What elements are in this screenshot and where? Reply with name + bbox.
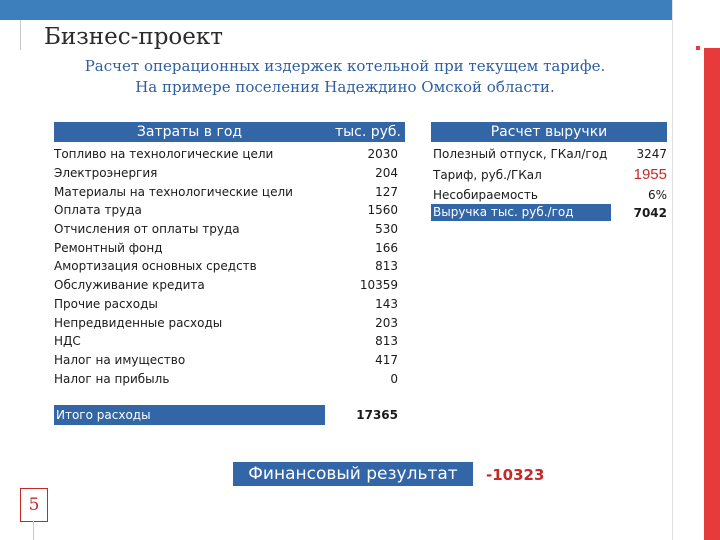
cost-name: Ремонтный фонд xyxy=(54,241,163,255)
page-number: 5 xyxy=(20,488,48,522)
cost-value: 204 xyxy=(375,166,398,180)
cost-row: НДС 813 xyxy=(54,332,404,350)
slide-title: Бизнес-проект xyxy=(44,24,223,50)
cost-value: 2030 xyxy=(367,147,398,161)
cost-value: 10359 xyxy=(359,278,398,292)
right-accent-bar xyxy=(704,48,720,540)
cost-row: Ремонтный фонд 166 xyxy=(54,239,404,257)
cost-name: Оплата труда xyxy=(54,203,142,217)
cost-value: 166 xyxy=(375,241,398,255)
revenue-name: Несобираемость xyxy=(433,188,538,202)
cost-name: Отчисления от оплаты труда xyxy=(54,222,240,236)
revenue-value: 3247 xyxy=(636,147,667,161)
revenue-row: Выручка тыс. руб./год 7042 xyxy=(431,203,667,223)
total-costs-label: Итого расходы xyxy=(54,405,325,425)
cost-value: 813 xyxy=(375,259,398,273)
total-costs-value: 17365 xyxy=(356,408,398,422)
slide-subtitle: Расчет операционных издержек котельной п… xyxy=(20,56,670,98)
tariff-value: 1955 xyxy=(633,166,667,183)
cost-value: 127 xyxy=(375,185,398,199)
cost-name: Прочие расходы xyxy=(54,297,158,311)
cost-row: Топливо на технологические цели 2030 xyxy=(54,145,404,163)
revenue-value: 6% xyxy=(647,188,667,202)
cost-value: 530 xyxy=(375,222,398,236)
cost-row: Прочие расходы 143 xyxy=(54,295,404,313)
cost-row: Отчисления от оплаты труда 530 xyxy=(54,220,404,238)
right-divider xyxy=(672,0,673,540)
revenue-header: Расчет выручки xyxy=(431,122,667,142)
revenue-name: Тариф, руб./ГКал xyxy=(433,168,542,182)
header-divider xyxy=(20,20,21,50)
financial-result-value: -10323 xyxy=(486,466,545,484)
cost-row: Материалы на технологические цели 127 xyxy=(54,183,404,201)
cost-name: Непредвиденные расходы xyxy=(54,316,223,330)
revenue-row: Тариф, руб./ГКал 1955 xyxy=(431,165,667,185)
top-band xyxy=(0,0,672,20)
cost-name: Налог на имущество xyxy=(54,353,186,367)
right-bar-marker xyxy=(696,46,700,50)
costs-header: Затраты в год xyxy=(54,122,325,142)
cost-row: Налог на имущество 417 xyxy=(54,351,404,369)
cost-name: Обслуживание кредита xyxy=(54,278,205,292)
cost-name: Электроэнергия xyxy=(54,166,158,180)
cost-value: 813 xyxy=(375,334,398,348)
cost-name: НДС xyxy=(54,334,81,348)
costs-unit-header: тыс. руб. xyxy=(325,122,405,142)
subtitle-line-2: На примере поселения Надеждино Омской об… xyxy=(135,78,555,96)
cost-row: Оплата труда 1560 xyxy=(54,201,404,219)
revenue-row: Полезный отпуск, ГКал/год 3247 xyxy=(431,144,667,164)
cost-row: Налог на прибыль 0 xyxy=(54,370,404,388)
revenue-row: Несобираемость 6% xyxy=(431,185,667,205)
revenue-total-value: 7042 xyxy=(633,206,667,220)
cost-row: Непредвиденные расходы 203 xyxy=(54,314,404,332)
cost-name: Амортизация основных средств xyxy=(54,259,257,273)
cost-value: 203 xyxy=(375,316,398,330)
cost-value: 417 xyxy=(375,353,398,367)
cost-row: Амортизация основных средств 813 xyxy=(54,257,404,275)
cost-value: 0 xyxy=(390,372,398,386)
cost-value: 143 xyxy=(375,297,398,311)
financial-result-label: Финансовый результат xyxy=(233,462,473,486)
revenue-name: Выручка тыс. руб./год xyxy=(431,204,611,221)
cost-row: Электроэнергия 204 xyxy=(54,164,404,182)
cost-value: 1560 xyxy=(367,203,398,217)
revenue-name: Полезный отпуск, ГКал/год xyxy=(433,147,608,161)
cost-name: Налог на прибыль xyxy=(54,372,170,386)
cost-row: Обслуживание кредита 10359 xyxy=(54,276,404,294)
cost-name: Топливо на технологические цели xyxy=(54,147,274,161)
cost-name: Материалы на технологические цели xyxy=(54,185,293,199)
footer-divider xyxy=(33,521,34,540)
subtitle-line-1: Расчет операционных издержек котельной п… xyxy=(84,57,606,75)
